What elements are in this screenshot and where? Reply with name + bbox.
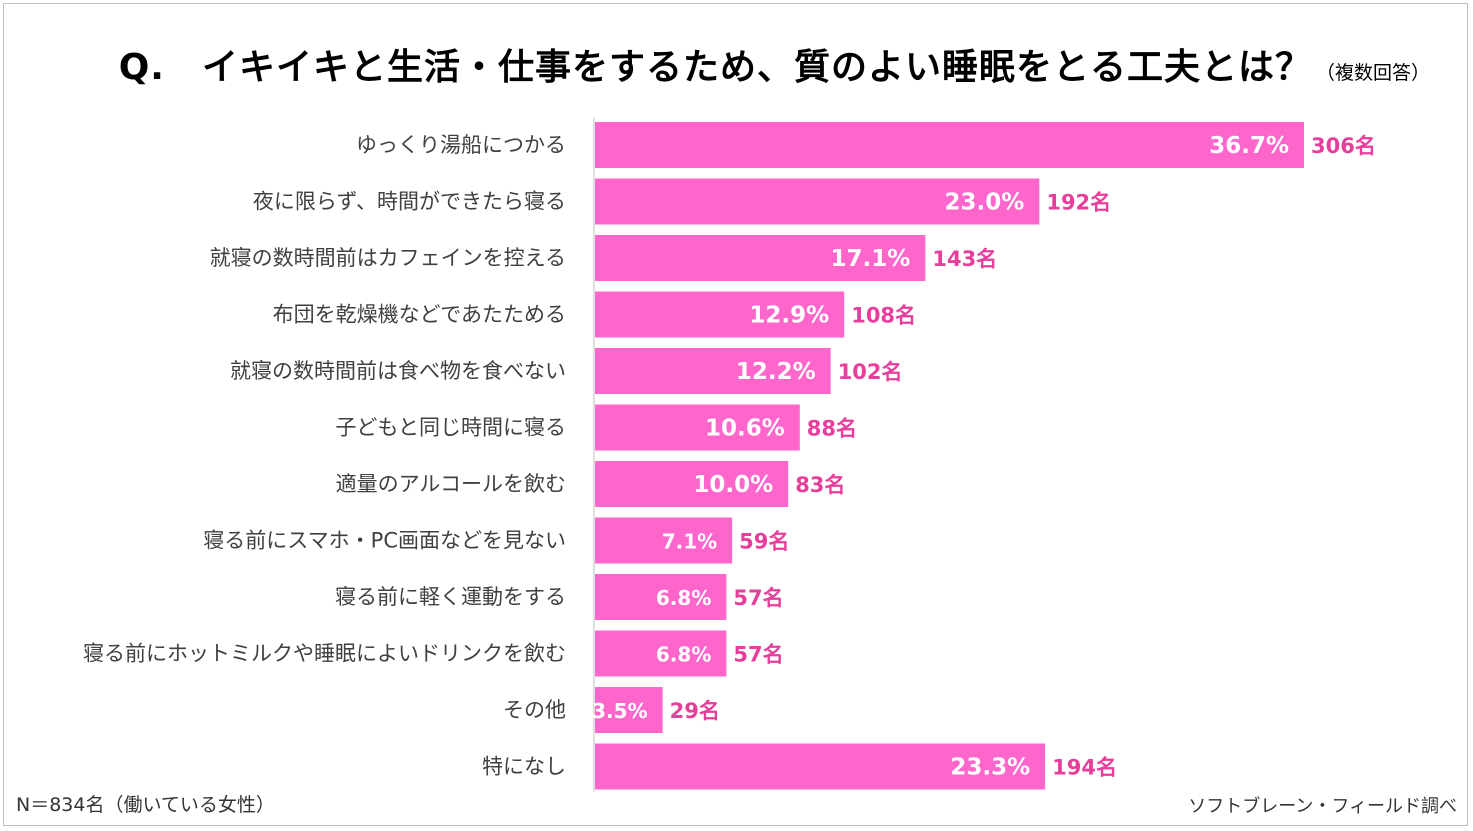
bar — [595, 517, 733, 564]
category-label: 特になし — [482, 755, 566, 779]
category-label: 夜に限らず、時間ができたら寝る — [253, 190, 566, 214]
title-block: Q. イキイキと生活・仕事をするため、質のよい睡眠をとる工夫とは？ （複数回答） — [0, 38, 1430, 90]
bar-value-label: 3.5% — [592, 699, 647, 723]
bar — [595, 687, 663, 733]
category-label: 就寝の数時間前は食べ物を食べない — [230, 359, 566, 383]
bar-value-label: 23.3% — [950, 755, 1030, 781]
bar-value-label: 23.0% — [945, 190, 1025, 216]
bar-count-label: 143名 — [932, 247, 997, 271]
bar-value-label: 6.8% — [656, 643, 711, 667]
bar-value-label: 12.2% — [736, 359, 816, 385]
bar-count-label: 59名 — [739, 530, 789, 554]
bar-value-label: 36.7% — [1209, 133, 1289, 159]
category-label: 寝る前にホットミルクや睡眠によいドリンクを飲む — [83, 642, 566, 666]
bar — [595, 404, 800, 451]
bar-count-label: 29名 — [670, 699, 720, 723]
category-label: 寝る前に軽く運動をする — [335, 585, 566, 609]
bar-count-label: 57名 — [733, 586, 783, 610]
chart-frame — [3, 3, 1468, 826]
category-label: ゆっくり湯船につかる — [356, 133, 566, 157]
sample-size-note: N＝834名（働いている女性） — [16, 794, 275, 816]
bar-count-label: 83名 — [795, 473, 845, 497]
bar — [595, 574, 727, 620]
bar-value-label: 7.1% — [662, 530, 717, 554]
category-label: 適量のアルコールを飲む — [336, 472, 566, 496]
chart-title-note: （複数回答） — [1315, 62, 1430, 84]
bar — [595, 461, 789, 507]
bar — [595, 178, 1040, 225]
category-label: 就寝の数時間前はカフェインを控える — [210, 246, 566, 270]
bar-count-label: 88名 — [807, 417, 857, 441]
bar-value-label: 17.1% — [831, 246, 911, 272]
bar-count-label: 102名 — [838, 360, 903, 384]
bar — [595, 235, 926, 281]
bar-count-label: 108名 — [851, 304, 916, 328]
bar — [595, 630, 727, 677]
category-label: 子どもと同じ時間に寝る — [335, 416, 566, 440]
bar-value-label: 10.6% — [705, 416, 785, 442]
bar — [595, 348, 831, 394]
bar — [595, 122, 1304, 168]
bar-count-label: 306名 — [1311, 134, 1376, 158]
category-label: 寝る前にスマホ・PC画面などを見ない — [203, 529, 566, 553]
bar-count-label: 194名 — [1052, 756, 1117, 780]
bar — [595, 291, 845, 338]
category-label: 布団を乾燥機などであたためる — [273, 303, 566, 327]
category-label: その他 — [503, 698, 566, 722]
bar-count-label: 57名 — [733, 643, 783, 667]
chart-title: Q. イキイキと生活・仕事をするため、質のよい睡眠をとる工夫とは？ — [118, 47, 1312, 88]
bar-value-label: 6.8% — [656, 586, 711, 610]
bar-value-label: 10.0% — [693, 472, 773, 498]
bar-count-label: 192名 — [1046, 191, 1111, 215]
source-note: ソフトブレーン・フィールド調べ — [1188, 796, 1457, 817]
bar-value-label: 12.9% — [749, 303, 829, 329]
bar — [595, 743, 1046, 790]
